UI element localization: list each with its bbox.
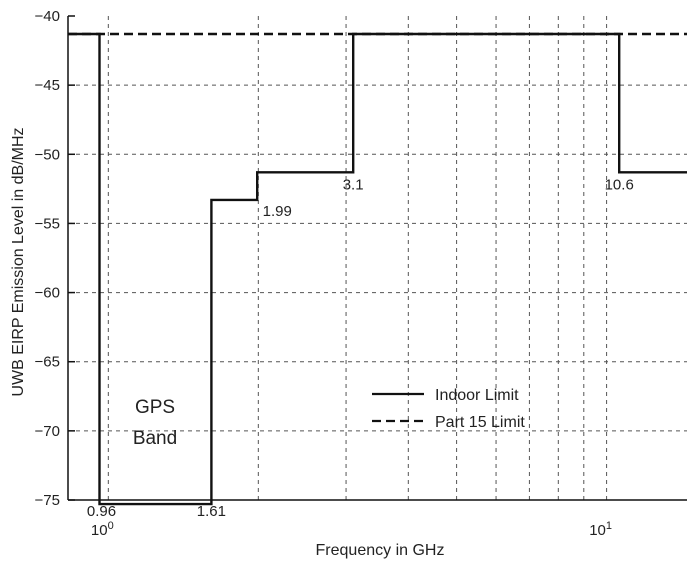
y-tick-label: −55: [35, 215, 60, 232]
annotations: 0.96 1.61 1.99 3.1 10.6: [87, 176, 634, 520]
y-tick-label: −40: [35, 8, 60, 25]
x-axis-label: Frequency in GHz: [316, 542, 445, 559]
y-tick-label: −75: [35, 492, 60, 509]
y-tick-label: −70: [35, 423, 60, 440]
annotation-10-6: 10.6: [605, 176, 634, 193]
series-indoor-limit: [68, 32, 687, 506]
gps-band-label-line-2: Band: [133, 428, 177, 449]
grid: [68, 16, 687, 500]
legend-label-part15: Part 15 Limit: [435, 414, 525, 431]
legend-label-indoor: Indoor Limit: [435, 387, 519, 404]
annotation-1-99: 1.99: [263, 203, 292, 220]
x-tick-label: 101: [589, 520, 612, 539]
y-tick-label: −50: [35, 146, 60, 163]
y-tick-label: −45: [35, 77, 60, 94]
y-axis-label: UWB EIRP Emission Level in dB/MHz: [10, 127, 27, 396]
x-tick-labels: 100 101: [91, 520, 612, 539]
y-tick-label: −60: [35, 285, 60, 302]
axes: [67, 15, 687, 501]
x-tick-label: 100: [91, 520, 114, 539]
annotation-1-61: 1.61: [197, 503, 226, 520]
y-tick-labels: −40 −45 −50 −55 −60 −65 −70 −75: [35, 8, 60, 509]
legend: Indoor Limit Part 15 Limit: [372, 387, 525, 431]
series-lines: [68, 32, 687, 506]
gps-band-label-line-1: GPS: [135, 397, 175, 418]
annotation-3-1: 3.1: [343, 176, 364, 193]
annotation-0-96: 0.96: [87, 503, 116, 520]
y-tick-label: −65: [35, 354, 60, 371]
